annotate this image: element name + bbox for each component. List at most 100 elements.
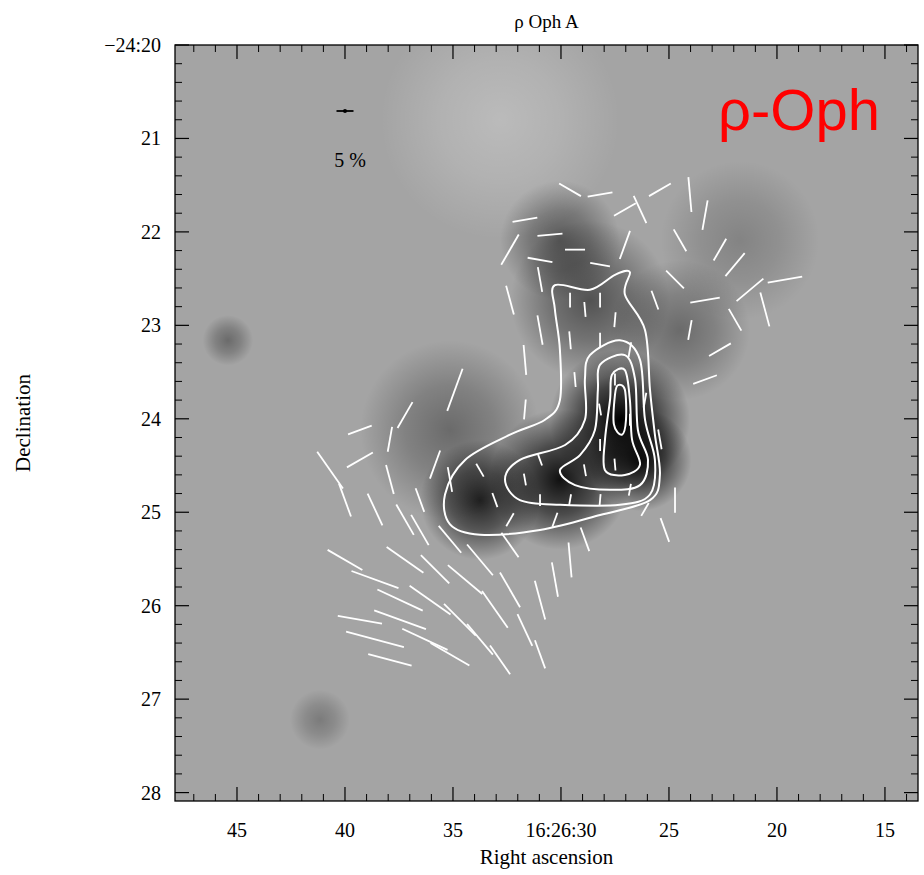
y-minor-tick-right [911, 362, 918, 363]
polarization-vector [338, 616, 382, 624]
x-minor-tick [755, 794, 756, 801]
y-minor-tick [175, 736, 182, 737]
y-tick [175, 231, 189, 232]
polarization-vector [421, 555, 449, 583]
y-minor-tick-right [911, 474, 918, 475]
y-tick-right [904, 512, 918, 513]
x-minor-tick [733, 794, 734, 801]
x-minor-tick [863, 794, 864, 801]
x-minor-tick [820, 794, 821, 801]
polarization-vector [651, 291, 658, 310]
x-axis-title: Right ascension [480, 845, 614, 869]
polarization-vector [430, 451, 440, 479]
y-tick [175, 325, 189, 326]
y-minor-tick [175, 175, 182, 176]
polarization-vector [760, 293, 769, 327]
x-minor-tick [625, 794, 626, 801]
x-minor-tick-top [258, 45, 259, 52]
polarization-vector [328, 550, 363, 570]
polarization-vector [402, 629, 447, 650]
polarization-vector [538, 454, 542, 465]
x-minor-tick-top [517, 45, 518, 52]
polarization-vector [411, 515, 429, 545]
polarization-vector [600, 494, 601, 506]
polarization-vector [467, 545, 493, 576]
x-minor-tick-top [474, 45, 475, 52]
polarization-vector [629, 414, 631, 426]
y-minor-tick-right [911, 157, 918, 158]
polarization-vector [506, 513, 513, 526]
polarization-vector [569, 331, 571, 349]
polarization-vector [377, 590, 422, 611]
annotation: ρ-Oph [718, 77, 880, 142]
y-minor-tick-right [911, 269, 918, 270]
polarization-vector [368, 654, 411, 666]
y-tick-right [904, 231, 918, 232]
y-minor-tick [175, 568, 182, 569]
polarization-vector [501, 533, 518, 558]
plot-area [175, 45, 918, 801]
x-minor-tick-top [604, 45, 605, 52]
x-tick-top [776, 45, 777, 59]
x-tick-top [452, 45, 453, 59]
contour [613, 385, 626, 435]
polarization-vector [661, 518, 670, 542]
polarization-vector [387, 547, 424, 573]
y-minor-tick [175, 624, 182, 625]
x-minor-tick [366, 794, 367, 801]
y-minor-tick [175, 269, 182, 270]
y-minor-tick [175, 680, 182, 681]
polarization-vector [538, 267, 542, 292]
polarization-vector [537, 234, 562, 236]
polarization-vector [476, 464, 483, 477]
y-minor-tick [175, 755, 182, 756]
polarization-vector [599, 333, 601, 348]
x-tick [236, 787, 237, 801]
polarization-vector [569, 494, 571, 506]
x-minor-tick-top [690, 45, 691, 52]
y-minor-tick-right [911, 287, 918, 288]
y-tick [175, 605, 189, 606]
y-minor-tick [175, 493, 182, 494]
y-tick-right [904, 792, 918, 793]
y-minor-tick [175, 530, 182, 531]
polarization-vector [513, 218, 538, 222]
polarization-vector [317, 452, 343, 489]
y-minor-tick [175, 250, 182, 251]
polarization-vector [448, 467, 452, 492]
x-minor-tick [215, 794, 216, 801]
polarization-vector [614, 374, 616, 386]
y-tick-label: 25 [141, 501, 161, 523]
scale-bar-label: 5 % [334, 149, 366, 171]
polarization-vector [374, 610, 426, 629]
y-minor-tick-right [911, 213, 918, 214]
y-minor-tick [175, 306, 182, 307]
frame [175, 45, 918, 801]
polarization-vector [588, 192, 613, 196]
x-minor-tick-top [301, 45, 302, 52]
y-tick-label: 23 [141, 314, 161, 336]
x-minor-tick [906, 794, 907, 801]
y-tick-right [904, 699, 918, 700]
polarization-vector [693, 375, 717, 384]
x-minor-tick [582, 794, 583, 801]
polarization-vector [552, 513, 557, 527]
y-minor-tick-right [911, 568, 918, 569]
polarization-vector [348, 426, 372, 435]
x-minor-tick-top [582, 45, 583, 52]
y-minor-tick-right [911, 344, 918, 345]
polarization-vector [410, 586, 451, 615]
y-minor-tick-right [911, 381, 918, 382]
polarization-vector [714, 239, 727, 261]
y-tick-label: 24 [141, 408, 161, 430]
polarization-vector [535, 640, 545, 668]
polarization-vector [490, 646, 510, 675]
polarization-vector [737, 279, 764, 302]
polarization-vector [524, 474, 526, 486]
polarization-vector [346, 632, 404, 647]
x-minor-tick [388, 794, 389, 801]
x-tick-label: 40 [335, 819, 355, 841]
x-tick-label: 45 [227, 819, 247, 841]
y-tick-label: −24:20 [104, 34, 161, 56]
y-minor-tick [175, 717, 182, 718]
